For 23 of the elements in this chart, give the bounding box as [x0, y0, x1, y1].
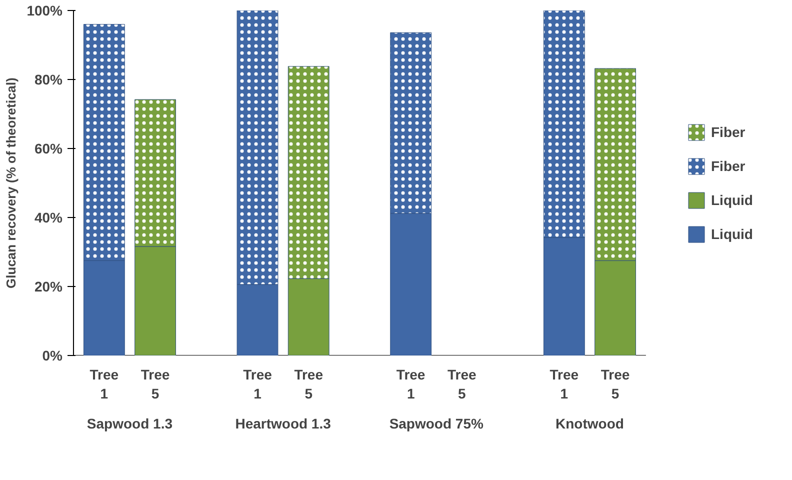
x-tick-label: Tree 1: [243, 366, 272, 402]
legend-label: Liquid: [711, 226, 753, 242]
y-axis-title: Glucan recovery (% of theoretical): [4, 78, 19, 288]
x-tick-label: Tree 1: [90, 366, 119, 402]
y-tick-label: 40%: [34, 210, 64, 226]
legend-label: Liquid: [711, 192, 753, 208]
y-tick-label: 0%: [42, 348, 64, 364]
legend-label: Fiber: [711, 158, 746, 174]
text: Heartwood 1.3: [235, 416, 332, 432]
text: Sapwood 1.3: [86, 416, 173, 432]
y-tick-label: 80%: [34, 72, 64, 88]
y-tick-label: 100%: [26, 2, 64, 18]
text: Knotwood: [556, 416, 624, 432]
x-tick-label: Tree 5: [294, 366, 324, 402]
x-tick-label: Tree 1: [396, 366, 426, 402]
x-tick-label: Tree 5: [600, 366, 630, 402]
x-tick-label: Tree 1: [550, 366, 579, 402]
x-tick-label: Tree 5: [448, 366, 477, 402]
y-tick-label: 60%: [34, 140, 64, 156]
y-tick-label: 20%: [34, 278, 64, 294]
legend-label: Fiber: [711, 124, 746, 140]
x-tick-label: Tree 5: [140, 366, 170, 402]
text: Sapwood 75%: [389, 416, 484, 432]
